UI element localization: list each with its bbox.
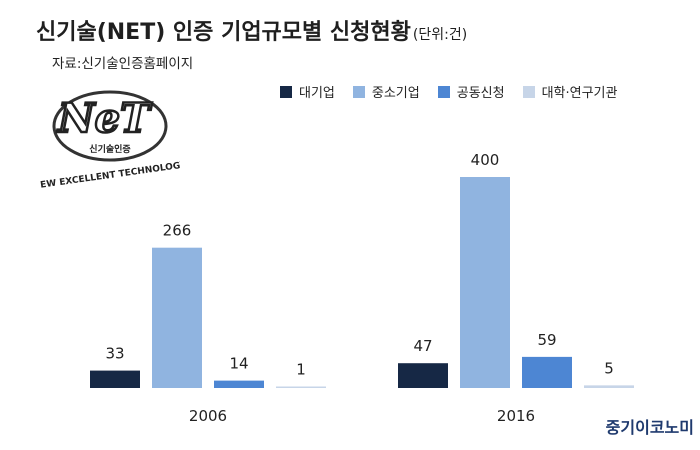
- bar: [276, 386, 326, 388]
- legend-swatch: [352, 85, 365, 98]
- bar: [90, 370, 140, 388]
- logo-kor-text: 신기술인증: [89, 143, 130, 155]
- legend-swatch: [437, 85, 450, 98]
- legend-label: 공동신청: [456, 86, 505, 101]
- legend-item: 대학·연구기관: [522, 82, 618, 101]
- chart-legend: 대기업 중소기업 공동신청 대학·연구기관: [280, 82, 617, 101]
- bar: [460, 177, 510, 388]
- legend-swatch: [522, 85, 535, 98]
- data-label: 266: [163, 222, 192, 240]
- data-label: 59: [537, 331, 556, 349]
- bar: [152, 247, 202, 388]
- data-label: 400: [471, 151, 500, 169]
- source-label: 자료:신기술인증홈페이지: [52, 56, 194, 72]
- legend-label: 대학·연구기관: [541, 86, 618, 101]
- legend-label: 대기업: [299, 86, 335, 101]
- category-label: 2016: [497, 407, 535, 425]
- net-logo: NeT 신기술인증 NEW EXCELLENT TECHNOLOGY: [40, 90, 180, 192]
- data-label: 5: [604, 359, 614, 377]
- legend-item: 중소기업: [352, 82, 420, 101]
- legend-item: 대기업: [280, 82, 335, 101]
- legend-item: 공동신청: [437, 82, 505, 101]
- data-label: 14: [229, 355, 248, 373]
- category-label: 2006: [189, 407, 227, 425]
- brand-logo: 중기이코노미: [605, 418, 694, 437]
- legend-label: 중소기업: [371, 86, 420, 101]
- title-text: 신기술(NET) 인증 기업규모별 신청현황: [36, 20, 411, 45]
- bar: [522, 356, 572, 388]
- bar: [214, 380, 264, 388]
- bar: [398, 363, 448, 388]
- legend-swatch: [280, 85, 292, 98]
- data-label: 33: [105, 345, 124, 363]
- chart-title: 신기술(NET) 인증 기업규모별 신청현황 (단위:건): [36, 14, 467, 46]
- unit-label: (단위:건): [412, 27, 468, 43]
- bar: [584, 385, 634, 388]
- data-label: 1: [296, 361, 306, 379]
- data-label: 47: [413, 337, 432, 355]
- logo-mark: NeT: [56, 95, 153, 142]
